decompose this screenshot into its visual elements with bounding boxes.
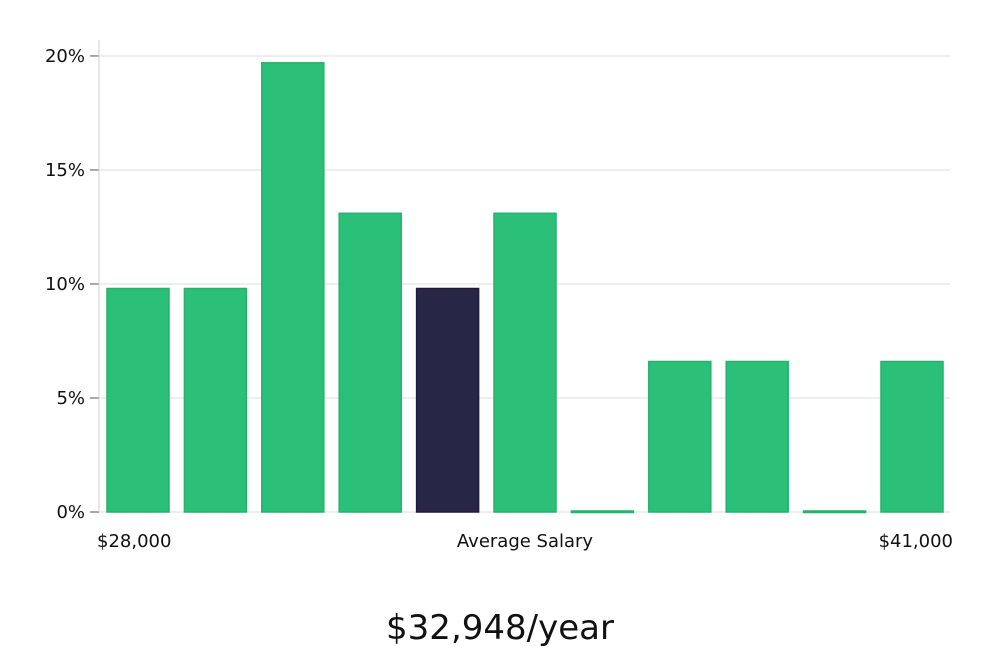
x-max-label: $41,000 bbox=[879, 531, 953, 552]
bar bbox=[648, 360, 712, 513]
bar bbox=[106, 287, 170, 513]
bar bbox=[493, 212, 557, 513]
bar-highlighted bbox=[415, 287, 480, 513]
bar bbox=[570, 510, 635, 514]
x-axis-title: Average Salary bbox=[457, 531, 594, 552]
y-axis: 0% 5% 10% 15% 20% bbox=[45, 46, 99, 523]
bar bbox=[880, 360, 944, 513]
salary-distribution-chart: 0% 5% 10% 15% 20% $28,000 Average Salary $41… bbox=[45, 40, 953, 552]
bar bbox=[802, 510, 867, 514]
y-tick-label: 15% bbox=[45, 160, 85, 181]
y-tick-label: 5% bbox=[56, 388, 85, 409]
x-min-label: $28,000 bbox=[97, 531, 171, 552]
y-tick-label: 20% bbox=[45, 46, 85, 67]
y-tick-label: 0% bbox=[56, 502, 85, 523]
average-salary-value: $32,948/year bbox=[386, 608, 614, 648]
y-tick-label: 10% bbox=[45, 274, 85, 295]
bar bbox=[725, 360, 789, 513]
bar bbox=[183, 287, 248, 513]
bars bbox=[106, 62, 944, 514]
bar bbox=[261, 62, 325, 513]
bar bbox=[338, 212, 402, 513]
